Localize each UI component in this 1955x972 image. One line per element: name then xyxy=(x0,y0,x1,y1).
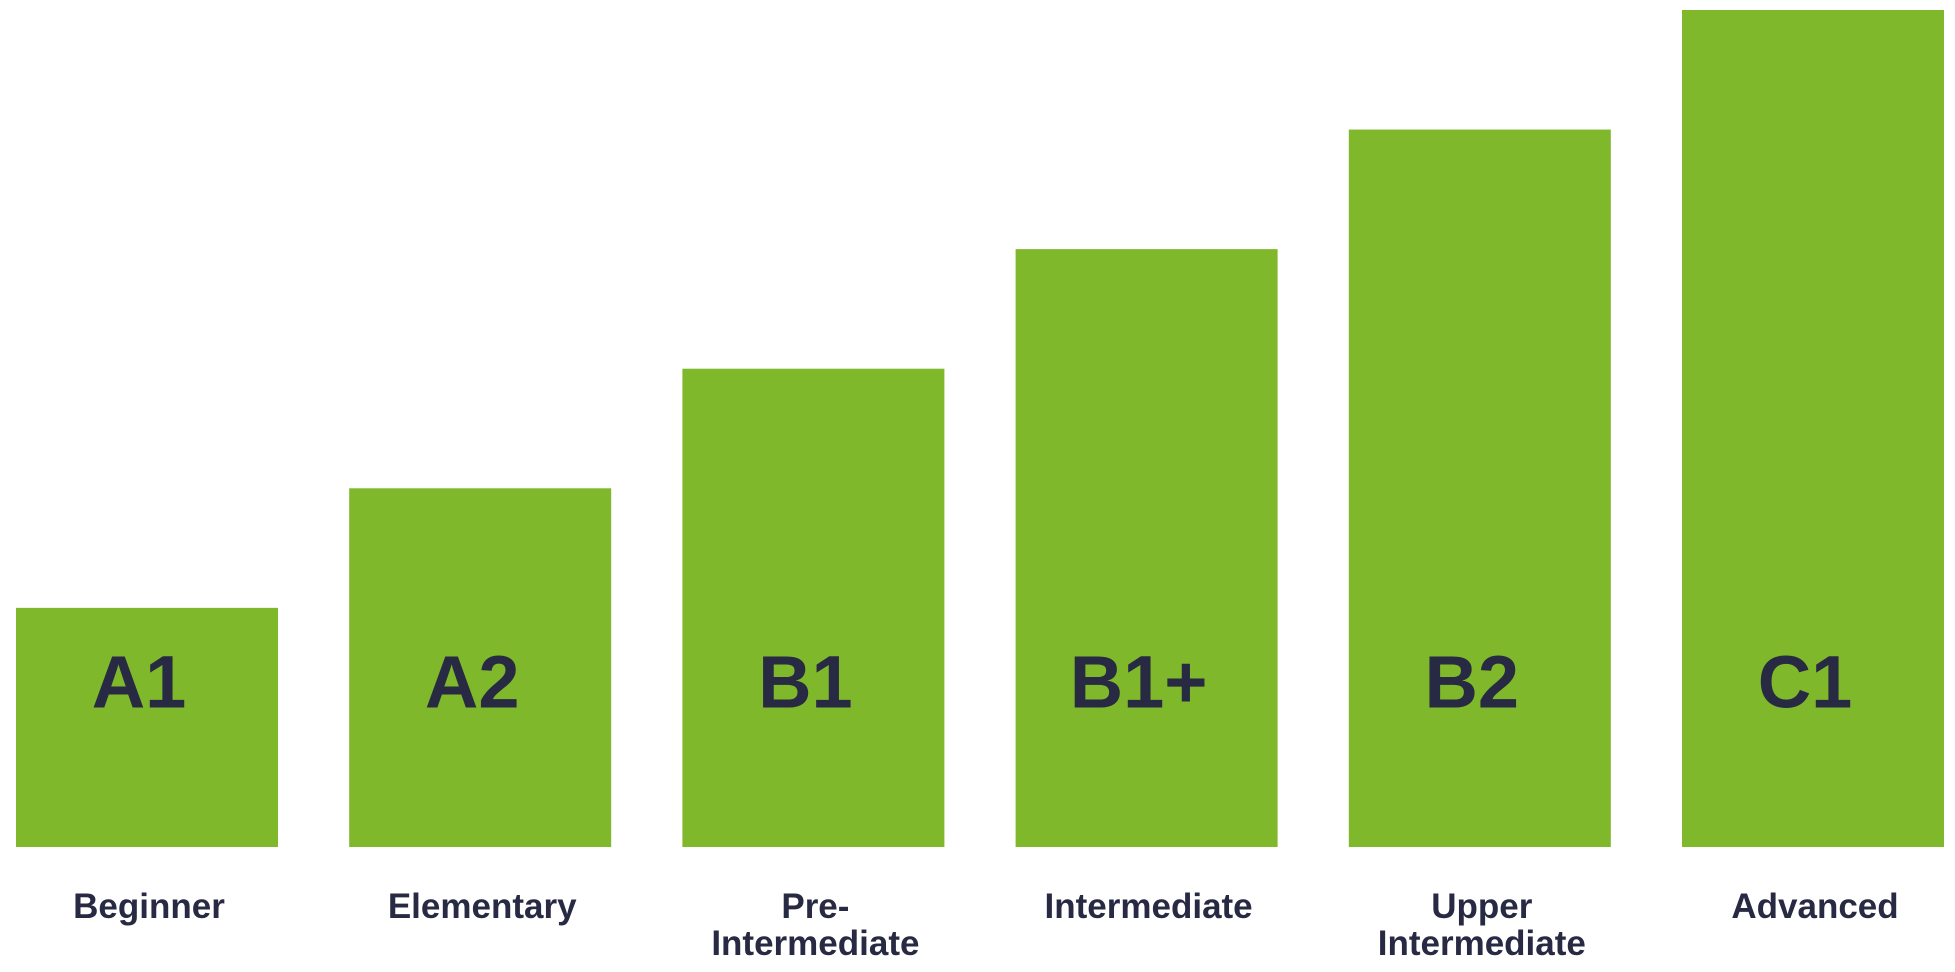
category-label: Beginner xyxy=(73,887,225,926)
category-label: Intermediate xyxy=(1045,887,1253,926)
category-label: Intermediate xyxy=(1378,924,1586,963)
category-label: Intermediate xyxy=(711,924,919,963)
bar-b1-plus xyxy=(1015,249,1278,848)
category-label: Upper xyxy=(1431,887,1533,926)
category-label: Elementary xyxy=(388,887,577,926)
bar-c1 xyxy=(1682,10,1944,847)
bar-code-label: B1 xyxy=(758,641,853,724)
bar-code-label: C1 xyxy=(1758,641,1853,724)
bar-code-label: B2 xyxy=(1424,641,1519,724)
category-label: Advanced xyxy=(1731,887,1898,926)
bar-a2 xyxy=(349,488,612,847)
bar-b1 xyxy=(682,368,945,847)
bar-code-label: A1 xyxy=(92,641,187,724)
bar-code-label: A2 xyxy=(425,641,520,724)
bar-b2 xyxy=(1348,129,1611,848)
category-label: Pre- xyxy=(781,887,849,926)
bar-code-label: B1+ xyxy=(1070,641,1208,724)
bar-a1 xyxy=(16,607,278,847)
